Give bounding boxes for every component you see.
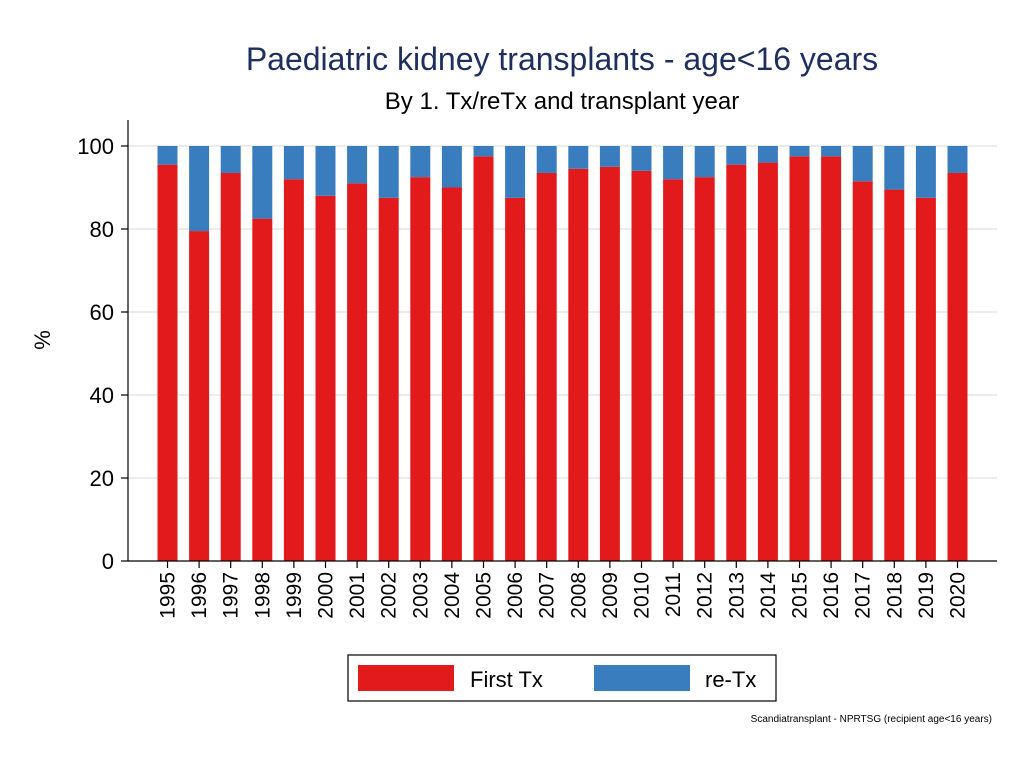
bar-first-tx-2002 (378, 197, 399, 561)
chart-title: Paediatric kidney transplants - age<16 y… (246, 41, 878, 77)
x-tick-label-2010: 2010 (631, 572, 654, 619)
y-ticks: 0 20 40 60 80 100 (77, 134, 128, 574)
bar-first-tx-2016 (821, 156, 842, 561)
bar-first-tx-1996 (189, 231, 210, 561)
legend: First Tx re-Tx (347, 654, 777, 702)
bar-re-tx-2008 (568, 146, 589, 169)
bar-re-tx-1996 (189, 146, 210, 232)
bar-first-tx-1999 (283, 179, 304, 561)
bar-re-tx-2007 (536, 146, 557, 173)
y-tick-label: 40 (90, 383, 114, 408)
bar-re-tx-2004 (441, 146, 462, 188)
bar-first-tx-2003 (410, 177, 431, 561)
y-tick-label: 80 (90, 217, 114, 242)
x-tick-label-2009: 2009 (599, 572, 622, 619)
bar-first-tx-2000 (315, 195, 336, 562)
y-axis-label: % (30, 330, 55, 350)
x-tick-label-2005: 2005 (473, 572, 496, 619)
bar-first-tx-2008 (568, 168, 589, 561)
x-tick-label-2002: 2002 (378, 572, 401, 619)
bars (157, 146, 968, 562)
bar-first-tx-2012 (694, 177, 715, 561)
bar-re-tx-2003 (410, 146, 431, 178)
y-tick-label: 100 (77, 134, 114, 159)
bar-first-tx-2004 (441, 187, 462, 561)
bar-re-tx-2000 (315, 146, 336, 196)
bar-first-tx-2020 (947, 172, 968, 561)
bar-first-tx-1995 (157, 164, 178, 562)
x-ticks: 1995 1996 1997 1998 1999 2000 2001 2002 2003 2004… (157, 561, 970, 619)
bar-first-tx-2009 (599, 166, 620, 561)
bar-re-tx-1995 (157, 146, 178, 165)
bar-re-tx-1997 (220, 146, 241, 173)
x-tick-label-2019: 2019 (915, 572, 938, 619)
x-tick-label-2014: 2014 (757, 572, 780, 619)
bar-re-tx-2005 (473, 146, 494, 157)
x-tick-label-1996: 1996 (188, 572, 211, 619)
source-note: Scandiatransplant - NPRTSG (recipient ag… (751, 714, 992, 725)
gridlines (128, 145, 997, 479)
bar-first-tx-1997 (220, 172, 241, 561)
bar-re-tx-2013 (726, 146, 747, 165)
x-tick-label-2016: 2016 (820, 572, 843, 619)
bar-first-tx-2005 (473, 156, 494, 561)
bar-re-tx-2009 (599, 146, 620, 167)
bar-first-tx-2018 (884, 189, 905, 561)
bar-first-tx-2015 (789, 156, 810, 561)
bar-first-tx-2013 (726, 164, 747, 562)
bar-re-tx-2018 (884, 146, 905, 190)
legend-label-re-tx: re-Tx (705, 667, 756, 692)
x-tick-label-2003: 2003 (409, 572, 432, 619)
y-tick-label: 60 (90, 300, 114, 325)
bar-re-tx-2016 (821, 146, 842, 157)
bar-first-tx-2001 (347, 183, 368, 561)
bar-first-tx-2011 (663, 179, 684, 561)
bar-re-tx-2010 (631, 146, 652, 171)
bar-first-tx-2017 (852, 181, 873, 561)
bar-first-tx-2019 (915, 197, 936, 561)
x-tick-label-2004: 2004 (441, 572, 464, 619)
bar-re-tx-2019 (915, 146, 936, 198)
x-tick-label-2020: 2020 (947, 572, 970, 619)
x-tick-label-1997: 1997 (220, 572, 243, 619)
chart-subtitle: By 1. Tx/reTx and transplant year (385, 88, 739, 115)
x-tick-label-1999: 1999 (283, 572, 306, 619)
x-tick-label-2007: 2007 (536, 572, 559, 619)
bar-first-tx-2014 (757, 162, 778, 561)
y-tick-label: 0 (102, 549, 114, 574)
bar-re-tx-2020 (947, 146, 968, 173)
bar-re-tx-2012 (694, 146, 715, 178)
x-tick-label-1995: 1995 (157, 572, 180, 619)
bar-re-tx-1998 (252, 146, 273, 219)
x-tick-label-2011: 2011 (662, 572, 685, 617)
legend-label-first-tx: First Tx (470, 667, 543, 692)
x-tick-label-2001: 2001 (346, 572, 369, 619)
x-tick-label-2008: 2008 (567, 572, 590, 619)
bar-re-tx-2001 (347, 146, 368, 184)
x-tick-label-2015: 2015 (789, 572, 812, 619)
x-tick-label-2017: 2017 (852, 572, 875, 619)
bar-re-tx-1999 (283, 146, 304, 180)
bar-re-tx-2015 (789, 146, 810, 157)
bar-first-tx-1998 (252, 218, 273, 561)
legend-swatch-re-tx (594, 665, 690, 691)
bar-re-tx-2002 (378, 146, 399, 198)
x-tick-label-2013: 2013 (725, 572, 748, 619)
x-tick-label-2000: 2000 (315, 572, 338, 619)
bar-first-tx-2007 (536, 172, 557, 561)
bar-re-tx-2006 (505, 146, 526, 198)
y-tick-label: 20 (90, 466, 114, 491)
bar-re-tx-2011 (663, 146, 684, 180)
legend-swatch-first-tx (358, 665, 454, 691)
axes (127, 120, 997, 562)
bar-re-tx-2014 (757, 146, 778, 163)
x-tick-label-1998: 1998 (251, 572, 274, 619)
x-tick-label-2012: 2012 (694, 572, 717, 619)
bar-first-tx-2006 (505, 197, 526, 561)
bar-first-tx-2010 (631, 170, 652, 561)
x-tick-label-2018: 2018 (883, 572, 906, 619)
x-tick-label-2006: 2006 (504, 572, 527, 619)
bar-re-tx-2017 (852, 146, 873, 182)
